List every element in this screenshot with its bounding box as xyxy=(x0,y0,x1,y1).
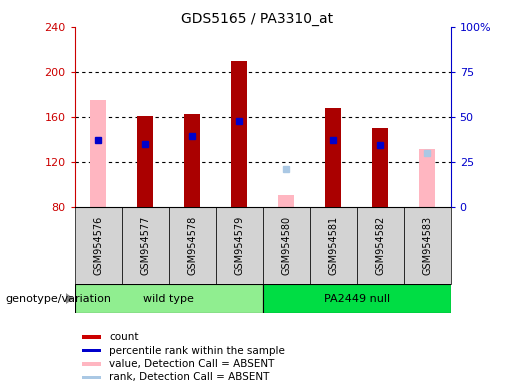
Bar xyxy=(231,61,247,207)
Text: percentile rank within the sample: percentile rank within the sample xyxy=(109,346,285,356)
Text: GSM954582: GSM954582 xyxy=(375,216,385,275)
Text: GSM954576: GSM954576 xyxy=(93,216,103,275)
Text: GSM954583: GSM954583 xyxy=(422,216,432,275)
Text: value, Detection Call = ABSENT: value, Detection Call = ABSENT xyxy=(109,359,274,369)
Text: GSM954577: GSM954577 xyxy=(140,216,150,275)
Bar xyxy=(263,284,451,313)
Text: genotype/variation: genotype/variation xyxy=(5,293,111,304)
Text: GDS5165 / PA3310_at: GDS5165 / PA3310_at xyxy=(181,12,334,25)
Bar xyxy=(82,349,101,353)
Bar xyxy=(372,128,388,207)
Bar xyxy=(216,207,263,284)
Bar xyxy=(82,376,101,379)
Bar xyxy=(75,207,122,284)
Text: wild type: wild type xyxy=(143,293,194,304)
Text: GSM954579: GSM954579 xyxy=(234,216,244,275)
Bar xyxy=(356,207,404,284)
Bar xyxy=(325,108,341,207)
Bar xyxy=(137,116,153,207)
Text: GSM954581: GSM954581 xyxy=(328,216,338,275)
Bar xyxy=(419,149,435,207)
Bar xyxy=(310,207,356,284)
Text: GSM954578: GSM954578 xyxy=(187,216,197,275)
Text: count: count xyxy=(109,332,139,342)
Bar xyxy=(82,335,101,339)
Bar xyxy=(90,100,107,207)
Bar xyxy=(404,207,451,284)
Bar xyxy=(82,362,101,366)
Polygon shape xyxy=(66,293,74,304)
Text: PA2449 null: PA2449 null xyxy=(323,293,390,304)
Text: rank, Detection Call = ABSENT: rank, Detection Call = ABSENT xyxy=(109,372,269,382)
Bar xyxy=(122,207,168,284)
Bar xyxy=(184,114,200,207)
Bar xyxy=(263,207,310,284)
Bar xyxy=(168,207,216,284)
Text: GSM954580: GSM954580 xyxy=(281,216,291,275)
Bar xyxy=(75,284,263,313)
Bar xyxy=(278,195,295,207)
